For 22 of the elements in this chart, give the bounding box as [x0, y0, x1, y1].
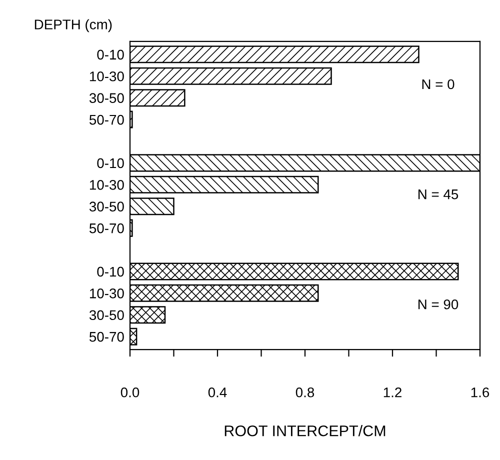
y-tick-label: 30-50: [89, 310, 124, 320]
x-axis-title: ROOT INTERCEPT/CM: [224, 425, 386, 436]
y-tick-label: 0-10: [97, 266, 124, 277]
y-tick-label: 10-30: [90, 71, 124, 82]
y-tick-label: 50-70: [89, 223, 124, 234]
x-tick-label: 1.2: [384, 387, 402, 398]
y-tick-label: 0-10: [97, 158, 124, 168]
series-label: N = 45: [418, 190, 458, 200]
x-tick-label: 1.6: [471, 387, 490, 398]
x-tick-label: 0.4: [208, 387, 227, 398]
x-tick-label: 0.0: [120, 387, 140, 398]
y-tick-label: 50-70: [89, 114, 124, 125]
x-tick-label: 0.8: [296, 387, 314, 398]
y-tick-label: 30-50: [89, 93, 124, 103]
y-axis-title: DEPTH (cm): [34, 19, 112, 32]
y-tick-label: 10-30: [90, 180, 124, 190]
series-label: N = 0: [422, 79, 454, 90]
series-label: N = 90: [418, 299, 458, 310]
y-tick-label: 0-10: [97, 50, 124, 60]
y-tick-label: 50-70: [89, 332, 124, 342]
y-tick-label: 10-30: [90, 288, 124, 298]
y-tick-label: 30-50: [89, 202, 124, 212]
